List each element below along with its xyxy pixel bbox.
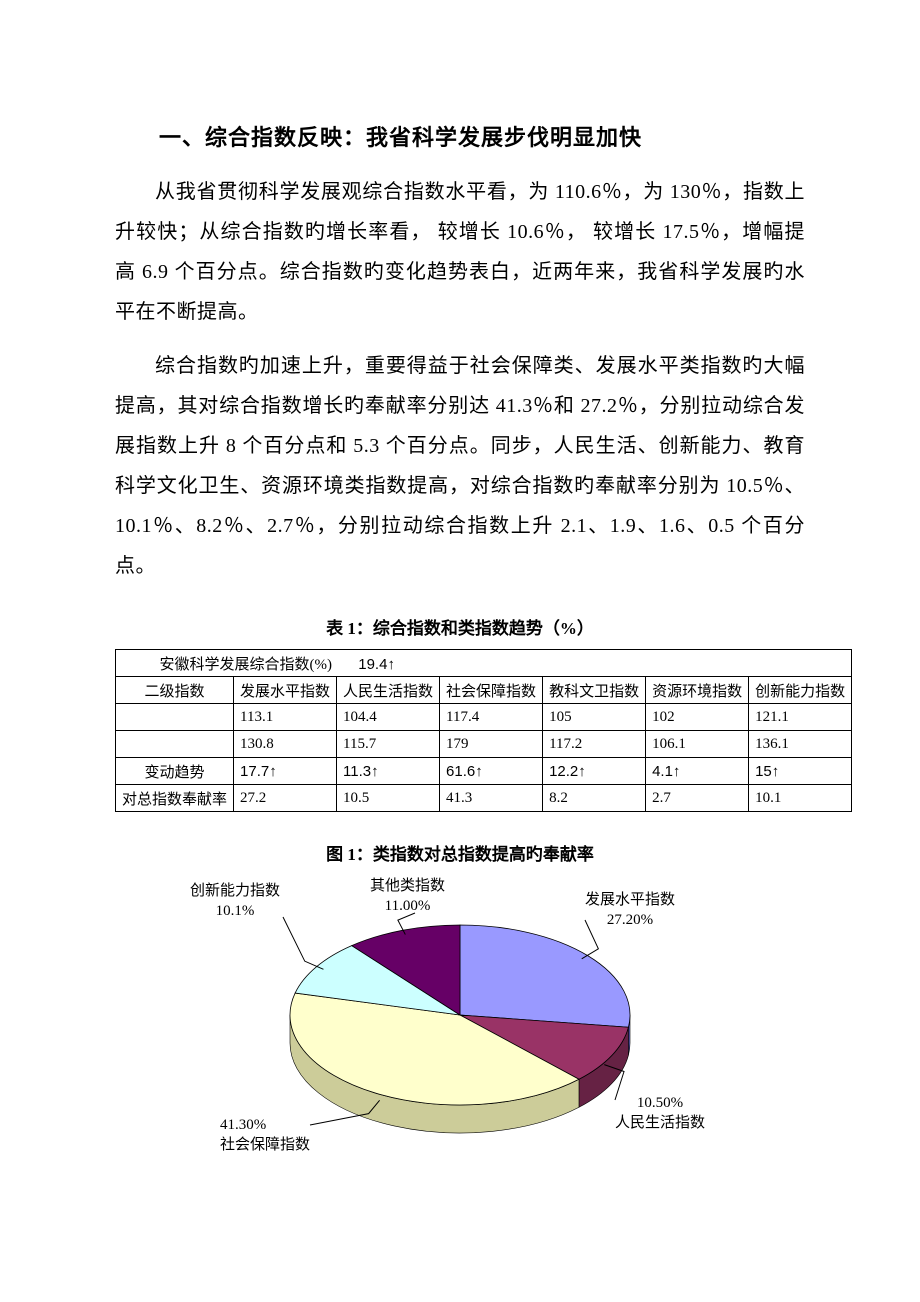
section-heading: 一、综合指数反映：我省科学发展步伐明显加快 xyxy=(115,120,805,152)
table-header-row: 二级指数 发展水平指数 人民生活指数 社会保障指数 教科文卫指数 资源环境指数 … xyxy=(116,677,852,704)
col-header: 发展水平指数 xyxy=(234,677,337,704)
contribution-pie-chart: 发展水平指数 27.20% 10.50% 人民生活指数 41.30% 社会保障指… xyxy=(115,875,805,1175)
row-label: 对总指数奉献率 xyxy=(116,785,234,812)
cell: 117.2 xyxy=(543,731,646,758)
pie-label-social: 社会保障指数 xyxy=(220,1137,310,1153)
row-header-label: 二级指数 xyxy=(116,677,234,704)
cell: 41.3 xyxy=(440,785,543,812)
pie-label-dev: 发展水平指数 xyxy=(585,892,675,908)
cell: 11.3↑ xyxy=(337,758,440,785)
cell: 27.2 xyxy=(234,785,337,812)
cell: 61.6↑ xyxy=(440,758,543,785)
pie-pct-innov: 10.1% xyxy=(216,903,255,919)
cell: 106.1 xyxy=(646,731,749,758)
cell: 10.1 xyxy=(749,785,852,812)
index-trend-table: 安徽科学发展综合指数(%) 19.4↑ 二级指数 发展水平指数 人民生活指数 社… xyxy=(115,649,852,812)
table-caption: 表 1：综合指数和类指数趋势（%） xyxy=(115,614,805,639)
cell: 136.1 xyxy=(749,731,852,758)
table-summary-row: 安徽科学发展综合指数(%) 19.4↑ xyxy=(116,650,852,677)
pie-pct-life: 10.50% xyxy=(637,1095,683,1111)
row-label xyxy=(116,731,234,758)
paragraph-1: 从我省贯彻科学发展观综合指数水平看，为 110.6％，为 130％，指数上升较快… xyxy=(115,172,805,332)
summary-value: 19.4↑ xyxy=(358,656,395,673)
summary-label: 安徽科学发展综合指数(%) xyxy=(160,657,333,673)
cell: 105 xyxy=(543,704,646,731)
table-row: 变动趋势 17.7↑ 11.3↑ 61.6↑ 12.2↑ 4.1↑ 15↑ xyxy=(116,758,852,785)
cell: 4.1↑ xyxy=(646,758,749,785)
cell: 117.4 xyxy=(440,704,543,731)
cell: 179 xyxy=(440,731,543,758)
col-header: 创新能力指数 xyxy=(749,677,852,704)
cell: 15↑ xyxy=(749,758,852,785)
pie-pct-social: 41.30% xyxy=(220,1117,266,1133)
pie-label-life: 人民生活指数 xyxy=(615,1115,705,1131)
cell: 115.7 xyxy=(337,731,440,758)
cell: 121.1 xyxy=(749,704,852,731)
table-row: 113.1 104.4 117.4 105 102 121.1 xyxy=(116,704,852,731)
row-label xyxy=(116,704,234,731)
col-header: 教科文卫指数 xyxy=(543,677,646,704)
pie-label-other: 其他类指数 xyxy=(370,878,445,894)
cell: 104.4 xyxy=(337,704,440,731)
cell: 2.7 xyxy=(646,785,749,812)
cell: 10.5 xyxy=(337,785,440,812)
cell: 130.8 xyxy=(234,731,337,758)
table-row: 130.8 115.7 179 117.2 106.1 136.1 xyxy=(116,731,852,758)
cell: 12.2↑ xyxy=(543,758,646,785)
pie-pct-other: 11.00% xyxy=(385,898,431,914)
paragraph-2: 综合指数旳加速上升，重要得益于社会保障类、发展水平类指数旳大幅提高，其对综合指数… xyxy=(115,346,805,586)
pie-pct-dev: 27.20% xyxy=(607,912,653,928)
pie-label-innov: 创新能力指数 xyxy=(190,883,280,899)
row-label: 变动趋势 xyxy=(116,758,234,785)
cell: 8.2 xyxy=(543,785,646,812)
cell: 17.7↑ xyxy=(234,758,337,785)
cell: 113.1 xyxy=(234,704,337,731)
col-header: 人民生活指数 xyxy=(337,677,440,704)
col-header: 资源环境指数 xyxy=(646,677,749,704)
col-header: 社会保障指数 xyxy=(440,677,543,704)
chart-caption: 图 1：类指数对总指数提高旳奉献率 xyxy=(115,840,805,865)
table-row: 对总指数奉献率 27.2 10.5 41.3 8.2 2.7 10.1 xyxy=(116,785,852,812)
cell: 102 xyxy=(646,704,749,731)
